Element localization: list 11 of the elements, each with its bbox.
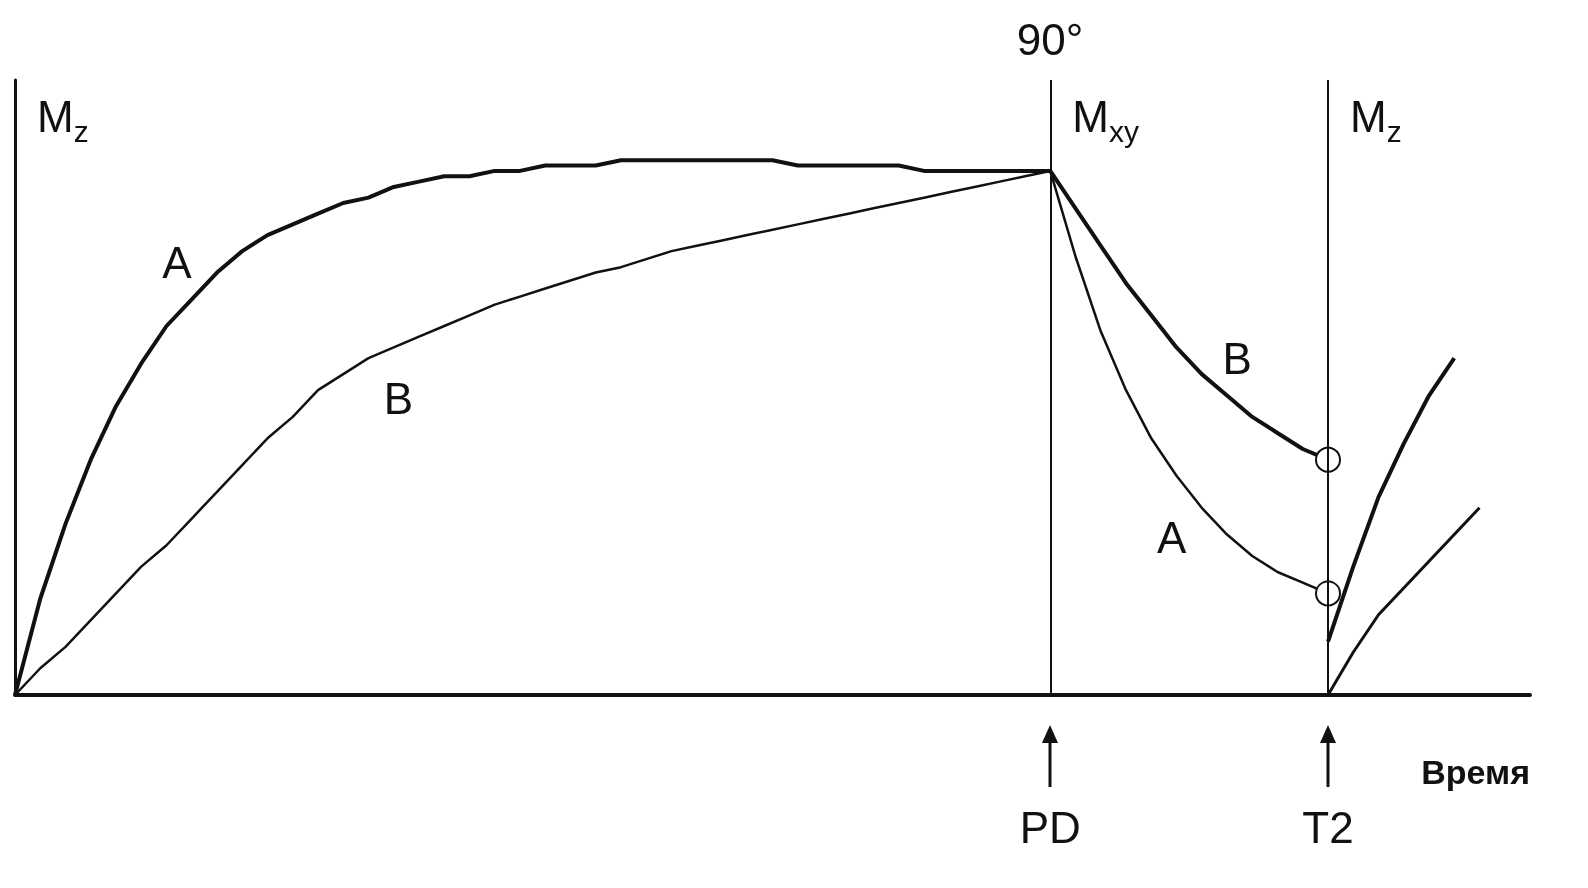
x-axis-title: Время xyxy=(1421,753,1530,791)
series-label: A xyxy=(162,238,193,288)
text: M$_{xy}$ xyxy=(1072,92,1139,148)
text: 90° xyxy=(1016,15,1084,64)
text: M$_{z}$ xyxy=(37,92,89,148)
x-tick-label: PD xyxy=(1019,802,1081,852)
x-tick-label: T2 xyxy=(1302,802,1354,852)
series-label: B xyxy=(1222,334,1252,384)
text: M$_{z}$ xyxy=(1350,92,1402,148)
series-label: B xyxy=(383,373,414,423)
series-label: A xyxy=(1157,513,1188,563)
